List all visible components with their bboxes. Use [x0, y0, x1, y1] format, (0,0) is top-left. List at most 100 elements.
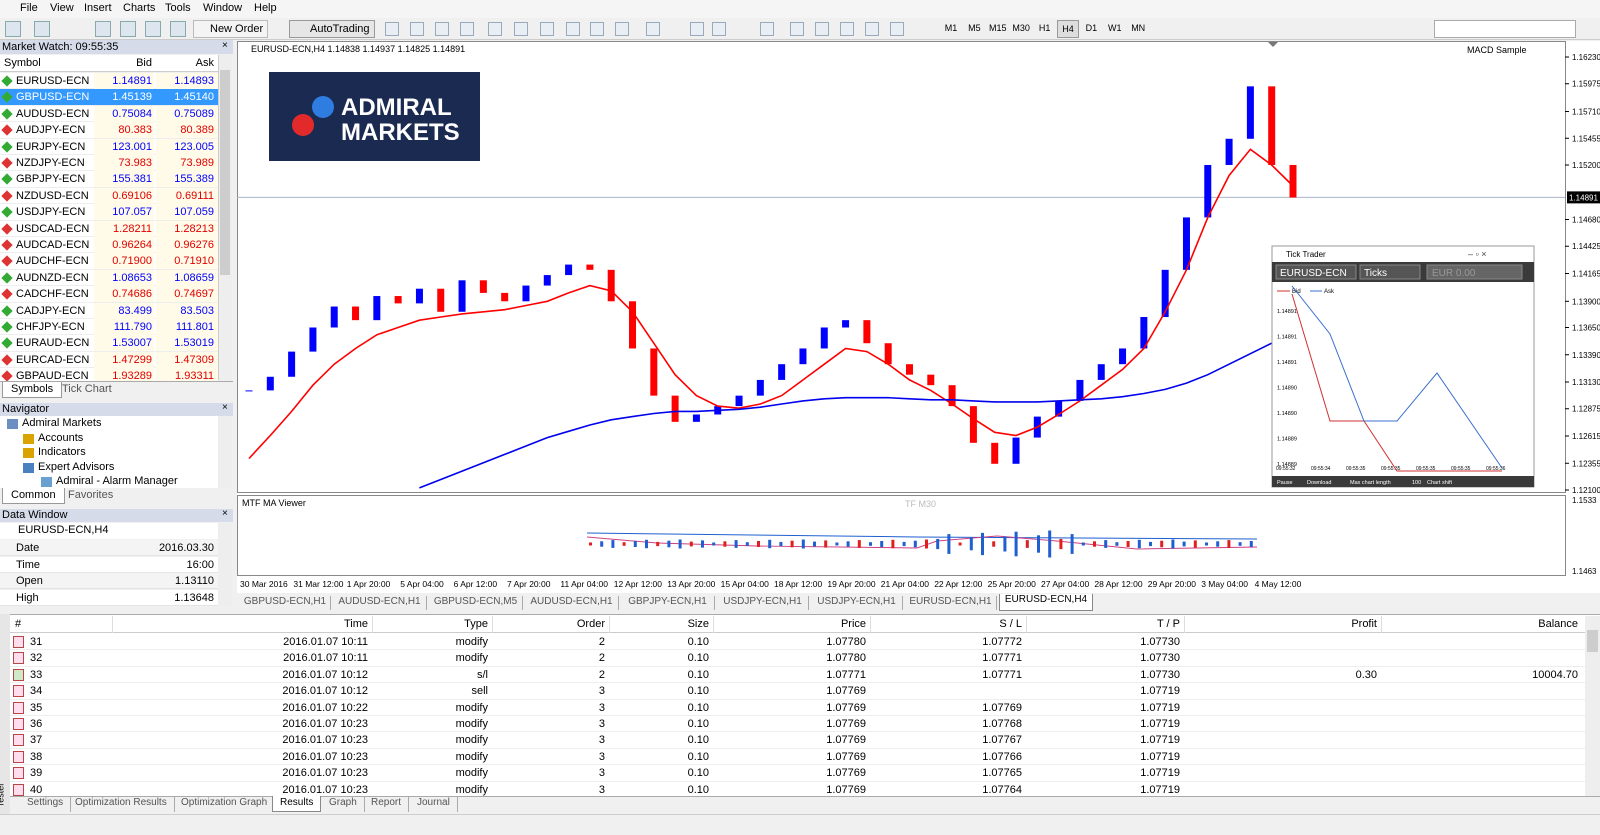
tool-icon[interactable]	[712, 22, 726, 36]
tool-icon[interactable]	[566, 22, 580, 36]
tool-icon[interactable]	[690, 22, 704, 36]
ask: 1.47309	[174, 353, 214, 366]
candle	[991, 442, 999, 464]
chart-tab[interactable]: USDJPY-ECN,H1	[717, 596, 809, 610]
mode-select	[1359, 264, 1421, 280]
bid: 111.790	[113, 321, 152, 333]
timeframe-button[interactable]: MN	[1131, 23, 1146, 33]
timeframe-button[interactable]: H1	[1038, 23, 1051, 33]
timeframe-button[interactable]: M1	[944, 23, 958, 33]
cell: 38	[30, 750, 43, 763]
tool-icon[interactable]	[120, 21, 136, 37]
tab[interactable]: Settings	[20, 796, 72, 812]
cell: 1.07769	[826, 718, 866, 730]
tool-icon[interactable]	[95, 21, 111, 37]
chart-tab[interactable]: AUDUSD-ECN,H1	[333, 596, 427, 610]
auto-trading-button[interactable]: AutoTrading	[289, 20, 375, 38]
timeframe-button[interactable]: M5	[968, 23, 981, 33]
tool-icon[interactable]	[435, 22, 449, 36]
timeframe-button[interactable]: M15	[989, 23, 1007, 33]
timeframe-button[interactable]: D1	[1085, 23, 1098, 33]
menu-item[interactable]: File	[20, 2, 38, 14]
menu-item[interactable]: Tools	[165, 2, 191, 14]
tree-item[interactable]: Accounts	[38, 431, 84, 444]
tool-icon[interactable]	[615, 22, 629, 36]
tab[interactable]: Optimization Graph	[174, 796, 276, 812]
tab[interactable]: Journal	[410, 796, 458, 812]
tool-icon[interactable]	[460, 22, 474, 36]
tree-item[interactable]: Expert Advisors	[38, 460, 115, 473]
sub-bar	[745, 542, 749, 546]
tree-item[interactable]: Indicators	[38, 446, 86, 459]
tool-icon[interactable]	[5, 21, 21, 37]
cell: s/l	[477, 668, 488, 681]
tool-icon[interactable]	[815, 22, 829, 36]
tab[interactable]: Common	[2, 488, 65, 504]
tab[interactable]: Report	[364, 796, 410, 812]
chart-tab[interactable]: EURUSD-ECN,H4	[999, 594, 1093, 611]
tool-icon[interactable]	[410, 22, 424, 36]
tool-icon[interactable]	[540, 22, 554, 36]
tool-icon[interactable]	[840, 22, 854, 36]
close-icon[interactable]: ×	[222, 508, 228, 519]
tree-item[interactable]: Admiral - Alarm Manager	[56, 475, 178, 488]
price-chart[interactable]: EURUSD-ECN,H4 1.14838 1.14937 1.14825 1.…	[237, 41, 1600, 593]
tool-icon[interactable]	[865, 22, 879, 36]
tool-icon[interactable]	[170, 21, 186, 37]
close-icon[interactable]: ×	[222, 40, 228, 51]
menu-item[interactable]: Insert	[84, 2, 112, 14]
chart-title: EURUSD-ECN,H4 1.14838 1.14937 1.14825 1.…	[251, 44, 465, 54]
new-order-button[interactable]: New Order	[193, 20, 269, 38]
tab[interactable]: Results	[272, 796, 322, 812]
tick-trader[interactable]: Tick Trader – ▫ ×EURUSD-ECN Ticks EUR 0.00B…	[1271, 245, 1535, 488]
close-icon[interactable]: ×	[222, 402, 228, 413]
menu-item[interactable]: Charts	[123, 2, 156, 14]
sub-bar	[936, 538, 940, 550]
row-icon	[13, 783, 24, 796]
tool-icon[interactable]	[790, 22, 804, 36]
tool-icon[interactable]	[646, 22, 660, 36]
candle	[415, 288, 423, 304]
candle	[309, 327, 317, 352]
cell: 2016.01.07 10:23	[282, 734, 368, 747]
tab[interactable]: Optimization Results	[68, 796, 175, 812]
symbol-name: AUDJPY-ECN	[16, 124, 86, 137]
cell: modify	[455, 750, 488, 763]
tool-icon[interactable]	[514, 22, 528, 36]
bid: 1.45139	[112, 91, 152, 104]
candle	[1268, 86, 1276, 165]
chart-tab[interactable]: GBPUSD-ECN,M5	[429, 596, 523, 610]
cell: 3	[598, 718, 605, 730]
cell: 1.07769	[826, 767, 866, 780]
tool-icon[interactable]	[34, 21, 50, 37]
menu-item[interactable]: View	[50, 2, 74, 14]
symbol-name: CHFJPY-ECN	[16, 321, 85, 333]
price-cell	[94, 122, 154, 139]
tab[interactable]: Symbols	[2, 382, 63, 398]
chart-tab[interactable]: EURUSD-ECN,H1	[905, 596, 997, 610]
tab[interactable]: Favorites	[68, 489, 114, 501]
y-tick-label: 1.15200	[1572, 161, 1600, 170]
tool-icon[interactable]	[590, 22, 604, 36]
symbol-row[interactable]	[0, 89, 218, 106]
timeframe-button[interactable]: H4	[1057, 20, 1079, 38]
menu-item[interactable]: Help	[254, 2, 277, 14]
search-box[interactable]	[1434, 20, 1576, 38]
tab[interactable]: Graph	[322, 796, 365, 812]
tool-icon[interactable]	[488, 22, 502, 36]
tab[interactable]: Tick Chart	[62, 383, 112, 395]
tool-icon[interactable]	[890, 22, 904, 36]
menu-item[interactable]: Window	[203, 2, 243, 14]
cell: 1.07719	[1140, 750, 1180, 763]
timeframe-button[interactable]: W1	[1108, 23, 1122, 33]
tool-icon[interactable]	[385, 22, 399, 36]
chart-tab[interactable]: GBPUSD-ECN,H1	[240, 596, 331, 610]
chart-tab[interactable]: AUDUSD-ECN,H1	[525, 596, 619, 610]
data-row	[0, 556, 218, 573]
tree-item[interactable]: Admiral Markets	[22, 417, 102, 429]
chart-tab[interactable]: USDJPY-ECN,H1	[811, 596, 903, 610]
timeframe-button[interactable]: M30	[1012, 23, 1030, 33]
tool-icon[interactable]	[145, 21, 161, 37]
tool-icon[interactable]	[760, 22, 774, 36]
chart-tab[interactable]: GBPJPY-ECN,H1	[621, 596, 715, 610]
